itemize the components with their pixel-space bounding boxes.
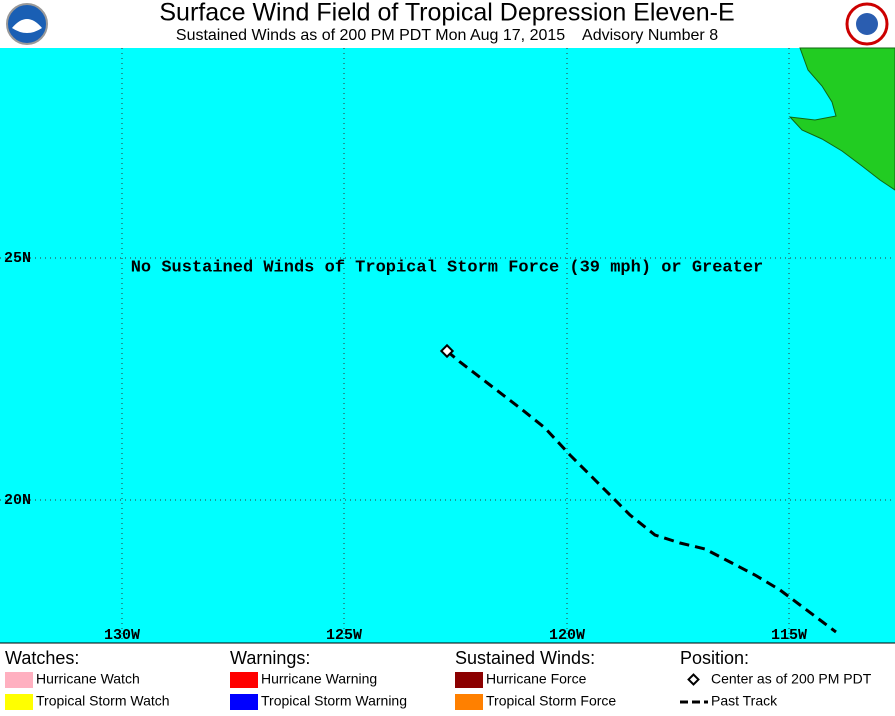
legend-label: Tropical Storm Warning: [261, 693, 407, 709]
lon-label: 115W: [771, 627, 807, 644]
storm-center: [439, 343, 455, 359]
legend-label: Past Track: [711, 693, 778, 709]
past-track: [446, 349, 837, 634]
legend-swatch: [230, 672, 258, 688]
legend-diamond: [687, 673, 700, 686]
lon-label: 125W: [326, 627, 362, 644]
legend: Watches: Hurricane Watch Tropical Storm Wa…: [5, 648, 872, 710]
legend-swatch: [455, 694, 483, 710]
lon-label: 130W: [104, 627, 140, 644]
legend-label: Center as of 200 PM PDT: [711, 671, 872, 687]
lat-label: 20N: [4, 492, 31, 509]
legend-label: Tropical Storm Force: [486, 693, 616, 709]
lat-label: 25N: [4, 250, 31, 267]
nws-logo-center: [856, 13, 878, 35]
noaa-logo-wave: [12, 19, 42, 33]
legend-swatch: [230, 694, 258, 710]
legend-label: Tropical Storm Watch: [36, 693, 170, 709]
legend-swatch: [5, 672, 33, 688]
legend-swatch: [5, 694, 33, 710]
lon-label: 120W: [549, 627, 585, 644]
subtitle: Sustained Winds as of 200 PM PDT Mon Aug…: [176, 27, 718, 44]
legend-label: Hurricane Watch: [36, 671, 140, 687]
title: Surface Wind Field of Tropical Depressio…: [159, 0, 734, 27]
legend-title: Position:: [680, 648, 749, 668]
legend-label: Hurricane Force: [486, 671, 587, 687]
annotation: No Sustained Winds of Tropical Storm For…: [131, 258, 764, 277]
legend-title: Watches:: [5, 648, 79, 668]
legend-label: Hurricane Warning: [261, 671, 377, 687]
legend-swatch: [455, 672, 483, 688]
legend-title: Sustained Winds:: [455, 648, 595, 668]
graticule: [0, 48, 895, 643]
land: [788, 47, 895, 191]
legend-title: Warnings:: [230, 648, 310, 668]
